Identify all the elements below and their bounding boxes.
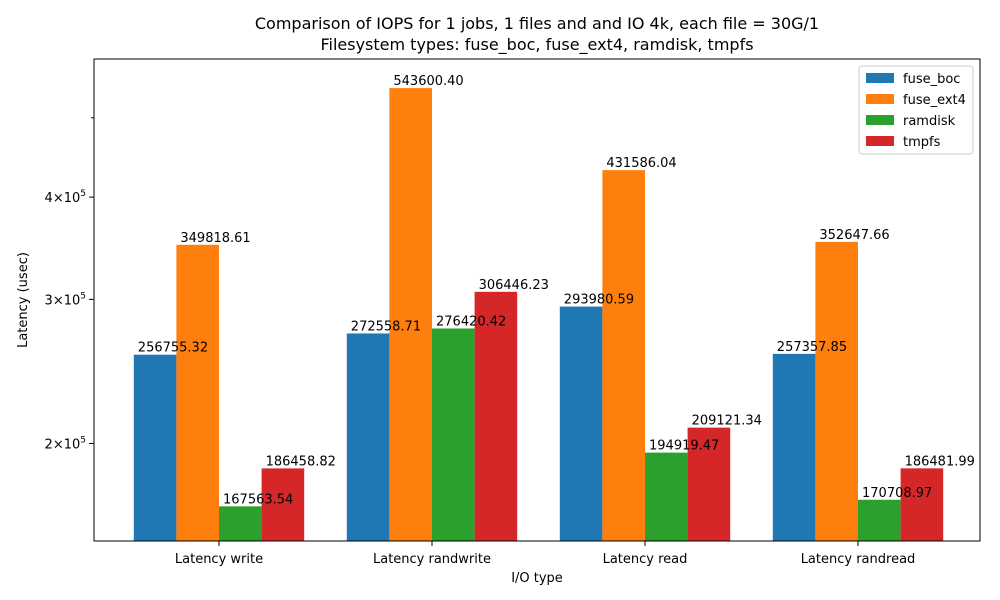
bar-fuse_boc-2 bbox=[559, 306, 603, 541]
bar-fuse_boc-0 bbox=[133, 354, 177, 541]
legend-box bbox=[858, 65, 974, 155]
legend-label-tmpfs: tmpfs bbox=[903, 135, 941, 150]
x-tick-label: Latency randread bbox=[801, 552, 916, 567]
y-axis-ticks: 2×105 3×105 4×105 bbox=[45, 117, 94, 452]
legend-label-fuse_ext4: fuse_ext4 bbox=[903, 93, 966, 108]
data-label-fuse_boc-0: 256755.32 bbox=[138, 341, 208, 356]
legend-label-ramdisk: ramdisk bbox=[903, 114, 956, 129]
legend-swatch-tmpfs bbox=[866, 136, 894, 146]
data-label-fuse_ext4-3: 352647.66 bbox=[819, 228, 889, 243]
legend-swatch-fuse_boc bbox=[866, 73, 894, 83]
bar-tmpfs-3 bbox=[900, 468, 944, 541]
bars-group bbox=[133, 88, 944, 542]
data-label-fuse_boc-2: 293980.59 bbox=[564, 293, 634, 308]
data-label-fuse_ext4-1: 543600.40 bbox=[393, 74, 463, 89]
y-tick-label: 2×105 bbox=[45, 435, 86, 452]
y-tick-label: 4×105 bbox=[45, 189, 86, 206]
chart-title-line1: Comparison of IOPS for 1 jobs, 1 files a… bbox=[255, 14, 819, 33]
legend-swatch-fuse_ext4 bbox=[866, 94, 894, 104]
legend-swatch-ramdisk bbox=[866, 115, 894, 125]
data-label-tmpfs-1: 306446.23 bbox=[479, 278, 549, 293]
bar-fuse_ext4-3 bbox=[815, 241, 858, 541]
bar-ramdisk-0 bbox=[219, 506, 262, 541]
data-label-fuse_ext4-2: 431586.04 bbox=[606, 156, 676, 171]
bar-tmpfs-2 bbox=[687, 427, 731, 541]
x-tick-label: Latency write bbox=[175, 552, 263, 567]
data-label-tmpfs-3: 186481.99 bbox=[905, 454, 975, 469]
chart-title-line2: Filesystem types: fuse_boc, fuse_ext4, r… bbox=[320, 35, 753, 55]
bar-fuse_ext4-1 bbox=[389, 88, 432, 542]
data-label-tmpfs-0: 186458.82 bbox=[266, 454, 336, 469]
x-axis-ticks: Latency write Latency randwrite Latency re… bbox=[175, 541, 915, 567]
plot-frame bbox=[93, 58, 981, 542]
y-axis-label: Latency (usec) bbox=[16, 252, 31, 348]
data-label-fuse_boc-3: 257357.85 bbox=[777, 340, 847, 355]
bar-fuse_boc-3 bbox=[772, 353, 816, 541]
data-label-fuse_ext4-0: 349818.61 bbox=[180, 231, 250, 246]
bar-fuse_ext4-0 bbox=[176, 244, 219, 541]
data-label-ramdisk-3: 170708.97 bbox=[862, 486, 932, 501]
data-label-fuse_boc-1: 272558.71 bbox=[351, 319, 421, 334]
data-label-ramdisk-2: 194919.47 bbox=[649, 439, 719, 454]
bar-fuse_boc-1 bbox=[346, 333, 390, 541]
data-labels-group: 256755.32 349818.61 167563.54 186458.82 2725… bbox=[138, 74, 975, 507]
bar-ramdisk-3 bbox=[858, 499, 901, 541]
x-tick-label: Latency randwrite bbox=[373, 552, 491, 567]
data-label-ramdisk-0: 167563.54 bbox=[223, 492, 293, 507]
bar-ramdisk-1 bbox=[432, 328, 475, 541]
bar-fuse_ext4-2 bbox=[602, 170, 645, 541]
bar-ramdisk-2 bbox=[645, 452, 688, 541]
x-tick-label: Latency read bbox=[603, 552, 688, 567]
data-label-ramdisk-1: 276420.42 bbox=[436, 314, 506, 329]
bar-tmpfs-1 bbox=[474, 291, 518, 541]
x-axis-label: I/O type bbox=[511, 571, 563, 586]
y-tick-label: 3×105 bbox=[45, 291, 86, 308]
bar-tmpfs-0 bbox=[261, 468, 305, 541]
legend-label-fuse_boc: fuse_boc bbox=[903, 72, 960, 87]
data-label-tmpfs-2: 209121.34 bbox=[692, 414, 762, 429]
